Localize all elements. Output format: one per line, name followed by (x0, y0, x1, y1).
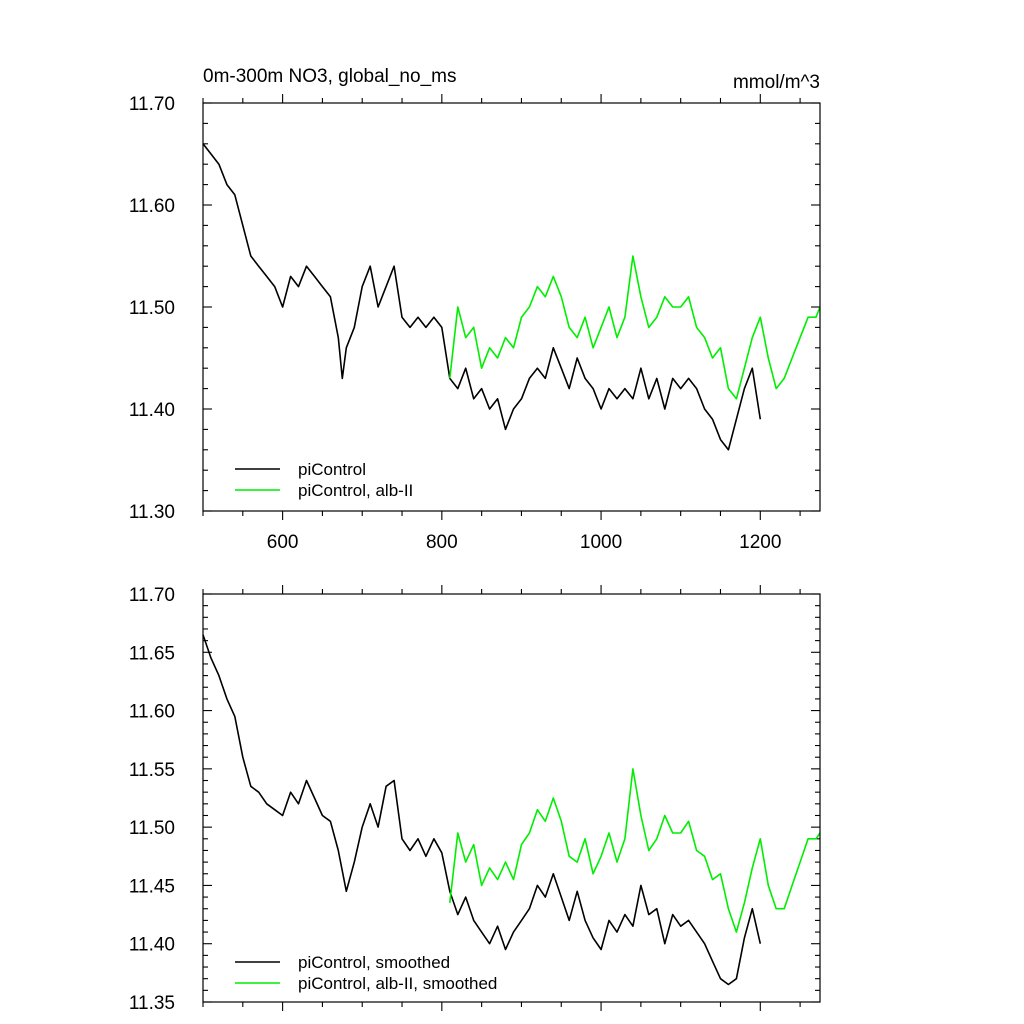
bottom-panel-frame (202, 593, 821, 1003)
y-tick-label: 11.50 (129, 298, 175, 319)
series-line-picontrol-smoothed (202, 634, 762, 986)
y-tick-label: 11.35 (129, 993, 175, 1014)
series-line-picontrol-alb-ii (449, 255, 821, 400)
series-line-picontrol-alb-ii-smoothed (449, 768, 821, 933)
y-tick-label: 11.60 (129, 702, 175, 723)
y-tick-label: 11.30 (129, 502, 175, 523)
x-tick-label: 1200 (739, 532, 781, 553)
legend-label-picontrol: piControl (298, 460, 366, 479)
y-tick-label: 11.40 (129, 935, 175, 956)
bottom-panel: 11.35 11.40 11.45 11.50 11.55 11.60 11.65 11.70… (129, 585, 821, 1014)
y-tick-label: 11.70 (129, 94, 175, 115)
y-tick-label: 11.65 (129, 643, 175, 664)
y-tick-label: 11.50 (129, 818, 175, 839)
y-tick-label: 11.45 (129, 876, 175, 897)
bottom-panel-series (202, 634, 821, 986)
y-tick-label: 11.60 (129, 196, 175, 217)
legend-label-picontrol-smoothed: piControl, smoothed (298, 953, 450, 972)
top-panel-ticks: 600 800 1000 1200 11.30 11.40 11.50 11.60 11.70 (129, 94, 820, 553)
legend-label-alb-ii: piControl, alb-II (298, 481, 413, 500)
top-panel: 0m-300m NO3, global_no_ms mmol/m^3 600 80… (129, 66, 821, 553)
top-panel-units: mmol/m^3 (733, 72, 820, 93)
bottom-panel-ticks: 11.35 11.40 11.45 11.50 11.55 11.60 11.65 11.70 (129, 585, 820, 1014)
legend-label-alb-ii-smoothed: piControl, alb-II, smoothed (298, 974, 497, 993)
bottom-panel-legend: piControl, smoothed piControl, alb-II, s… (235, 953, 497, 993)
y-tick-label: 11.55 (129, 760, 175, 781)
x-tick-label: 1000 (580, 532, 622, 553)
top-panel-series (202, 143, 821, 451)
top-panel-frame (202, 102, 821, 512)
y-tick-label: 11.70 (129, 585, 175, 606)
top-panel-legend: piControl piControl, alb-II (235, 460, 413, 500)
series-line-picontrol (202, 143, 762, 451)
x-tick-label: 600 (267, 532, 299, 553)
top-panel-title: 0m-300m NO3, global_no_ms (203, 66, 456, 87)
x-tick-label: 800 (426, 532, 458, 553)
y-tick-label: 11.40 (129, 400, 175, 421)
